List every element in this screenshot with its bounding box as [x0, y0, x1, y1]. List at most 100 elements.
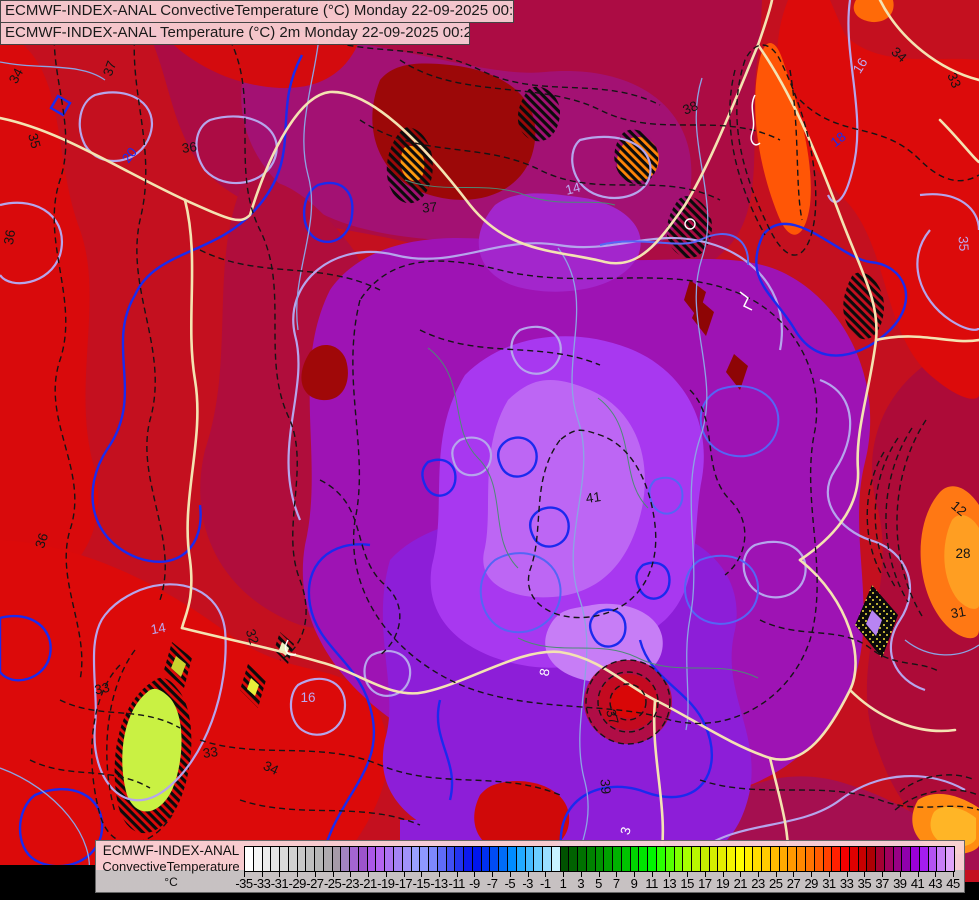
contour-label: 36	[181, 139, 198, 156]
legend-color-cell	[489, 847, 499, 871]
legend-tick-label: 15	[680, 876, 694, 891]
legend-color-cell	[314, 847, 323, 871]
legend-color-cell	[524, 847, 534, 871]
legend-tick-label: 3	[577, 876, 585, 891]
legend-color-cell	[454, 847, 464, 871]
legend-tick-mark	[740, 871, 742, 877]
legend-tick-mark	[545, 871, 547, 877]
temperature-contours-medium-blue	[479, 233, 780, 634]
legend-tick-label: 27	[786, 876, 801, 891]
legend-color-cell	[620, 847, 630, 871]
legend-color-cell	[480, 847, 490, 871]
legend-tick-label: -29	[288, 876, 307, 891]
legend-tick-mark	[687, 871, 689, 877]
legend-tick-label: 33	[839, 876, 854, 891]
legend-tick-mark	[811, 871, 813, 877]
contour-label: 35	[955, 236, 971, 252]
legend-tick-label: -3	[522, 876, 533, 891]
legend-tick-mark	[350, 871, 352, 877]
legend-color-cell	[883, 847, 893, 871]
contour-label: 33	[93, 680, 111, 698]
contour-label: 16	[850, 55, 871, 76]
legend-tick-mark	[403, 871, 405, 877]
legend-tick-label: -13	[430, 876, 448, 891]
legend-color-cell	[892, 847, 902, 871]
legend-tick-mark	[828, 871, 830, 877]
legend-parameter-name: ConvectiveTemperature	[102, 859, 240, 874]
legend-color-cell	[366, 847, 376, 871]
legend-tick-mark	[616, 871, 618, 877]
legend-tick-mark	[474, 871, 476, 877]
contour-label: 37	[603, 708, 621, 726]
legend-color-cell	[708, 847, 718, 871]
legend-color-cell	[585, 847, 595, 871]
legend-color-cell	[778, 847, 788, 871]
legend-color-cell	[918, 847, 928, 871]
legend-tick-label: 31	[822, 876, 836, 891]
legend-tick-mark	[953, 871, 954, 877]
legend-color-cell	[471, 847, 481, 871]
legend-tick-mark	[846, 871, 848, 877]
legend-color-cell	[664, 847, 674, 871]
legend-color-cell	[734, 847, 744, 871]
legend-tick-mark	[279, 871, 281, 877]
legend-color-cell	[805, 847, 814, 871]
contour-value-labels: 34 37 35 36 36 36 20 37 14 38 34 16 33 18 35 41 8 37 39 14 3…	[1, 44, 972, 836]
contour-label: 20	[119, 145, 140, 166]
color-legend: ECMWF-INDEX-ANAL ConvectiveTemperature °…	[95, 840, 965, 893]
legend-color-cell	[647, 847, 656, 871]
legend-tick-label: 39	[893, 876, 907, 891]
legend-tick-mark	[669, 871, 671, 877]
legend-tick-label: -15	[412, 876, 431, 891]
contour-label: 16	[300, 690, 315, 705]
contour-label: 34	[261, 758, 281, 778]
contour-label: 37	[100, 59, 119, 78]
legend-tick-label: -27	[306, 876, 324, 891]
legend-tick-label: -7	[486, 876, 498, 891]
legend-color-cell	[296, 847, 306, 871]
legend-tick-label: -1	[540, 876, 551, 891]
legend-color-cell	[331, 847, 341, 871]
legend-tick-label: 13	[662, 876, 677, 891]
legend-tick-label: 25	[769, 876, 783, 891]
contour-label: 12	[948, 498, 969, 519]
legend-colorbar	[244, 846, 955, 872]
legend-color-cell	[673, 847, 683, 871]
bottom-strip-mask	[0, 893, 979, 900]
legend-color-cell	[840, 847, 849, 871]
contour-label: 36	[32, 531, 51, 550]
legend-color-cell	[752, 847, 762, 871]
legend-color-cell	[655, 847, 665, 871]
legend-tick-mark	[438, 871, 440, 877]
legend-caption: ECMWF-INDEX-ANAL ConvectiveTemperature °…	[102, 843, 240, 890]
legend-tick-label: -21	[359, 876, 377, 891]
legend-tick-label: -25	[323, 876, 342, 891]
legend-color-cell	[279, 847, 288, 871]
legend-color-cell	[945, 847, 955, 871]
legend-tick-label: -9	[469, 876, 480, 891]
title-line-temperature-2m: ECMWF-INDEX-ANAL Temperature (°C) 2m Mon…	[0, 22, 470, 45]
legend-tick-label: 17	[698, 876, 712, 891]
legend-color-cell	[375, 847, 385, 871]
legend-tick-label: 5	[595, 876, 602, 891]
legend-tick-mark	[368, 871, 370, 877]
legend-color-cell	[401, 847, 411, 871]
legend-tick-mark	[261, 871, 263, 877]
bottom-right-mask	[965, 882, 979, 900]
admin-boundary-lines	[404, 179, 759, 679]
legend-color-cell	[717, 847, 727, 871]
legend-tick-mark	[297, 871, 299, 877]
legend-tick-label: -19	[377, 876, 395, 891]
legend-tick-mark	[456, 871, 458, 877]
legend-color-cell	[901, 847, 911, 871]
legend-color-cell	[287, 847, 297, 871]
contour-label: 33	[944, 71, 964, 91]
contour-label: 3	[617, 825, 633, 836]
legend-color-cell	[927, 847, 937, 871]
contour-label: 35	[25, 132, 43, 150]
contour-label: 37	[421, 199, 437, 215]
contour-label: 41	[585, 489, 602, 506]
legend-color-cell	[515, 847, 525, 871]
contour-label: 34	[6, 65, 27, 86]
